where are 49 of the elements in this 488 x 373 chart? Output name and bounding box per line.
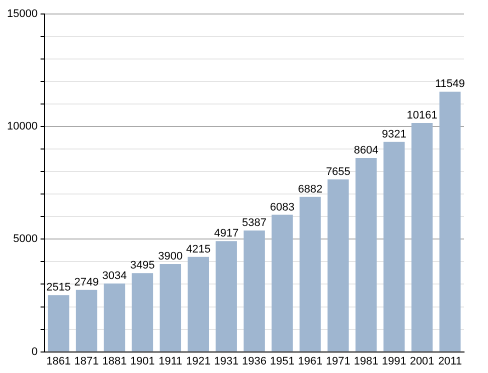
x-tick-label: 1991 <box>382 355 406 368</box>
bar <box>411 122 433 352</box>
data-label: 2749 <box>74 276 99 288</box>
data-label: 4917 <box>214 228 239 240</box>
x-tick-label: 1881 <box>102 355 127 368</box>
data-label: 9321 <box>382 128 406 140</box>
x-tick-label: 1951 <box>270 355 294 368</box>
x-tick-label: 1971 <box>326 355 350 368</box>
bar <box>48 295 70 352</box>
x-tick-label: 1901 <box>130 355 155 368</box>
data-label: 6882 <box>298 183 322 196</box>
x-tick-label: 1861 <box>46 355 71 368</box>
x-tick-label: 1921 <box>186 355 211 368</box>
data-label: 4215 <box>186 243 211 256</box>
data-label: 8604 <box>354 144 378 157</box>
bar <box>104 283 126 352</box>
x-tick-label: 1931 <box>214 355 239 368</box>
data-label: 3900 <box>158 250 183 263</box>
bar <box>244 230 265 352</box>
x-tick-label: 2001 <box>410 355 434 368</box>
data-label: 7655 <box>326 166 350 178</box>
data-label: 10161 <box>406 110 438 122</box>
bar <box>272 214 293 352</box>
data-label: 11549 <box>435 78 465 90</box>
y-tick-label: 5000 <box>13 233 38 246</box>
x-tick-label: 1911 <box>158 355 182 368</box>
bar <box>328 179 349 352</box>
x-tick-label: 1981 <box>354 355 378 368</box>
bar <box>300 196 321 352</box>
x-tick-label: 1936 <box>242 355 267 368</box>
x-tick-label: 1871 <box>74 355 99 368</box>
bar <box>216 241 237 352</box>
data-label: 3034 <box>102 270 127 282</box>
y-tick-label: 0 <box>31 346 38 358</box>
bar <box>160 264 182 352</box>
bar <box>439 92 461 352</box>
data-label: 6083 <box>270 201 294 214</box>
bar <box>383 142 405 352</box>
x-tick-label: 2011 <box>438 355 462 368</box>
data-label: 5387 <box>242 217 267 230</box>
data-label: 3495 <box>130 260 155 272</box>
x-tick-label: 1961 <box>298 355 322 368</box>
y-tick-label: 15000 <box>6 8 38 20</box>
bar <box>76 290 98 352</box>
data-label: 2515 <box>46 282 71 294</box>
bar <box>356 158 377 352</box>
y-tick-label: 10000 <box>6 120 38 133</box>
bar <box>132 273 154 352</box>
bar <box>188 256 209 352</box>
